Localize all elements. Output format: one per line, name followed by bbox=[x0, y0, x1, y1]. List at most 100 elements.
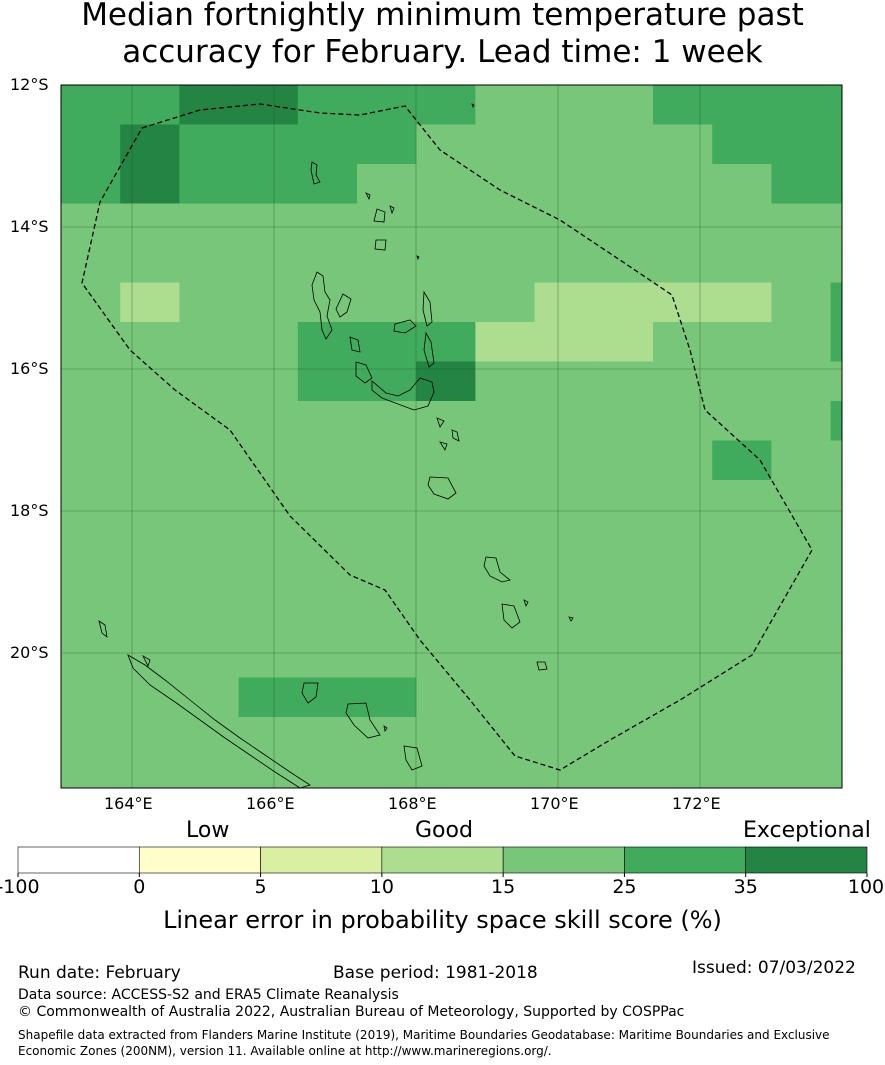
grid-cell bbox=[61, 85, 121, 125]
grid-cell bbox=[120, 243, 180, 283]
grid-cell bbox=[357, 519, 417, 560]
grid-cell bbox=[830, 638, 842, 678]
grid-cell bbox=[298, 796, 358, 836]
grid-cell bbox=[830, 164, 842, 204]
grid-cell bbox=[297, 559, 358, 599]
grid-cell bbox=[771, 401, 831, 441]
grid-cell bbox=[61, 717, 121, 757]
grid-cell bbox=[61, 282, 121, 323]
grid-cell bbox=[593, 717, 654, 757]
grid-cell bbox=[297, 440, 358, 481]
grid-cell bbox=[475, 519, 535, 560]
latitude-label: 12°S bbox=[10, 75, 49, 94]
grid-cell bbox=[712, 717, 772, 757]
skill-grid bbox=[61, 85, 842, 836]
grid-cell bbox=[238, 440, 299, 481]
grid-cell bbox=[357, 559, 417, 599]
grid-cell bbox=[120, 598, 180, 639]
grid-cell bbox=[179, 164, 239, 204]
colorbar-segment bbox=[381, 846, 504, 874]
colorbar-tick-label: 0 bbox=[133, 876, 146, 898]
grid-cell bbox=[416, 124, 476, 165]
grid-cell bbox=[771, 361, 831, 402]
grid-cell bbox=[830, 677, 842, 718]
grid-cell bbox=[297, 203, 358, 244]
grid-cell bbox=[357, 124, 417, 165]
grid-cell bbox=[61, 440, 121, 481]
grid-cell bbox=[179, 480, 239, 520]
colorbar-segment bbox=[17, 846, 140, 874]
grid-cell bbox=[179, 756, 239, 788]
grid-cell bbox=[830, 519, 842, 560]
grid-cell bbox=[297, 480, 358, 520]
grid-cell bbox=[475, 480, 535, 520]
grid-cell bbox=[297, 638, 358, 678]
grid-cell bbox=[475, 282, 535, 323]
colorbar-label-exceptional: Exceptional bbox=[743, 818, 871, 843]
grid-cell bbox=[297, 361, 358, 402]
grid-cell bbox=[712, 638, 772, 678]
grid-cell bbox=[712, 322, 772, 362]
grid-cell bbox=[61, 401, 121, 441]
grid-cell bbox=[475, 677, 535, 718]
grid-cell bbox=[593, 638, 654, 678]
colorbar-tick-label: 100 bbox=[847, 876, 885, 898]
grid-cell bbox=[830, 85, 842, 125]
grid-cell bbox=[534, 85, 595, 125]
grid-cell bbox=[475, 361, 535, 402]
grid-cell bbox=[534, 519, 595, 560]
map-title-line-2: accuracy for February. Lead time: 1 week bbox=[122, 34, 763, 70]
grid-cell bbox=[357, 598, 417, 639]
colorbar-title: Linear error in probability space skill … bbox=[163, 906, 722, 934]
grid-cell bbox=[712, 756, 772, 788]
longitude-label: 168°E bbox=[388, 794, 437, 813]
grid-cell bbox=[593, 124, 654, 165]
grid-cell bbox=[416, 559, 476, 599]
grid-cell bbox=[357, 440, 417, 481]
grid-cell bbox=[61, 203, 121, 244]
grid-cell bbox=[475, 638, 535, 678]
grid-cell bbox=[712, 440, 772, 481]
grid-cell bbox=[416, 164, 476, 204]
grid-cell bbox=[416, 756, 476, 788]
grid-cell bbox=[120, 440, 180, 481]
grid-cell bbox=[61, 322, 121, 362]
grid-cell bbox=[357, 85, 417, 125]
grid-cell bbox=[297, 243, 358, 283]
grid-cell bbox=[238, 519, 299, 560]
grid-cell bbox=[416, 717, 476, 757]
grid-cell bbox=[830, 559, 842, 599]
grid-cell bbox=[830, 717, 842, 757]
grid-cell bbox=[475, 559, 535, 599]
copyright: © Commonwealth of Australia 2022, Austra… bbox=[18, 1004, 685, 1020]
grid-cell bbox=[297, 85, 358, 125]
grid-cell bbox=[475, 203, 535, 244]
grid-cell bbox=[534, 440, 595, 481]
grid-cell bbox=[297, 164, 358, 204]
grid-cell bbox=[416, 243, 476, 283]
grid-cell bbox=[61, 480, 121, 520]
grid-cell bbox=[534, 401, 595, 441]
grid-cell bbox=[297, 677, 358, 718]
grid-cell bbox=[475, 124, 535, 165]
grid-cell bbox=[120, 85, 180, 125]
grid-cell bbox=[771, 677, 831, 718]
grid-cell bbox=[712, 480, 772, 520]
colorbar-tick-label: 10 bbox=[369, 876, 394, 898]
grid-cell bbox=[771, 598, 831, 639]
grid-cell bbox=[771, 322, 831, 362]
grid-cell bbox=[297, 282, 358, 323]
grid-cell bbox=[475, 322, 535, 362]
grid-cell bbox=[593, 756, 654, 788]
grid-cell bbox=[475, 401, 535, 441]
grid-cell bbox=[120, 519, 180, 560]
grid-cell bbox=[61, 677, 121, 718]
grid-cell bbox=[771, 243, 831, 283]
grid-cell bbox=[830, 756, 842, 788]
grid-cell bbox=[771, 440, 831, 481]
grid-cell bbox=[475, 164, 535, 204]
grid-cell bbox=[416, 282, 476, 323]
grid-cell bbox=[120, 322, 180, 362]
grid-cell bbox=[416, 480, 476, 520]
